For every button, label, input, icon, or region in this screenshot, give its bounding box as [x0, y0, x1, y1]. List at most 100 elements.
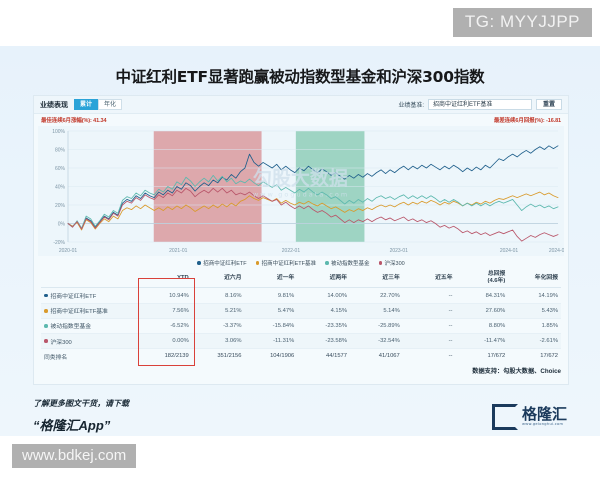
legend-item-3[interactable]: 沪深300 — [378, 259, 405, 267]
series-name-label: 被动指数型基金 — [50, 324, 92, 331]
gelonghui-brand-text: 格隆汇 — [521, 405, 567, 424]
table-cell: 5.14% — [350, 303, 403, 319]
performance-table: YTD 近六月 近一年 近两年 近三年 近五年 总回报 (4.6年) 年化回报 招商中证红利ET… — [41, 269, 561, 364]
table-cell: 0.00% — [139, 333, 192, 350]
table-cell: 9.81% — [244, 287, 298, 304]
legend-label: 招商中证红利ETF — [203, 261, 247, 267]
legend-item-2[interactable]: 被动指数型基金 — [325, 259, 370, 267]
table-cell: -11.47% — [455, 333, 509, 350]
gelonghui-logo-icon — [491, 404, 518, 430]
chart-legend: 招商中证红利ETF 招商中证红利ETF基准 被动指数型基金 沪深300 — [34, 259, 568, 267]
table-cell: -23.58% — [297, 333, 350, 350]
benchmark-select[interactable]: 招商中证红利ETF基准 — [427, 99, 532, 110]
legend-label: 被动指数型基金 — [331, 261, 370, 267]
reset-button[interactable]: 重置 — [535, 99, 562, 110]
footer-line-2: “格隆汇App” — [33, 418, 111, 433]
toolbar-label: 业绩表现 — [40, 101, 68, 109]
table-cell: -11.31% — [244, 333, 298, 350]
table-cell: -- — [402, 348, 456, 364]
table-cell: 17/672 — [455, 348, 509, 364]
table-cell: 4.15% — [297, 303, 350, 319]
gelonghui-brand-url: www.gelonghui.com — [521, 422, 564, 427]
series-dot-icon — [44, 309, 48, 313]
performance-table-wrap: YTD 近六月 近一年 近两年 近三年 近五年 总回报 (4.6年) 年化回报 招商中证红利ET… — [34, 269, 568, 367]
svg-text:2024-07: 2024-07 — [549, 248, 564, 254]
series-name-label: 同类排名 — [44, 354, 68, 361]
performance-panel: 业绩表现 累计 年化 业绩基准: 招商中证红利ETF基准 重置 最佳连续6月涨幅… — [33, 95, 569, 385]
table-cell: -32.54% — [350, 333, 403, 350]
period-mode-segmented[interactable]: 累计 年化 — [74, 99, 123, 110]
svg-text:2024-01: 2024-01 — [500, 248, 519, 254]
legend-dot-icon — [325, 261, 329, 265]
table-col-header-7: 总回报 (4.6年) — [455, 269, 509, 289]
legend-dot-icon — [378, 261, 383, 265]
table-cell: 14.00% — [297, 287, 350, 304]
svg-text:2023-01: 2023-01 — [390, 248, 409, 254]
series-dot-icon — [44, 339, 48, 343]
table-cell: 41/1067 — [350, 348, 403, 364]
svg-text:2022-01: 2022-01 — [282, 248, 301, 254]
series-name-cell: 沪深300 — [41, 333, 139, 350]
table-cell: 7.56% — [139, 303, 192, 319]
series-name-cell: 招商中证红利ETF基准 — [41, 303, 139, 319]
table-col-header-2: 近六月 — [191, 269, 245, 289]
svg-text:2021-01: 2021-01 — [169, 248, 188, 254]
table-cell: 8.16% — [191, 287, 245, 304]
gelonghui-brand: 格隆汇 www.gelonghui.com — [491, 404, 567, 430]
series-name-label: 招商中证红利ETF — [50, 294, 97, 301]
telegram-watermark: TG: MYYJJPP — [452, 8, 592, 37]
svg-text:0%: 0% — [58, 222, 66, 228]
svg-text:100%: 100% — [52, 129, 65, 135]
tab-annualized[interactable]: 年化 — [98, 99, 123, 110]
svg-text:20%: 20% — [55, 203, 66, 209]
table-cell: 104/1906 — [244, 348, 298, 364]
series-name-label: 沪深300 — [50, 339, 72, 346]
table-cell: 17/672 — [508, 348, 561, 364]
table-row: 沪深300 0.00% 3.06% -11.31% -23.58% -32.54% -- -1… — [41, 333, 561, 350]
table-cell: 84.31% — [455, 287, 509, 304]
table-body: 招商中证红利ETF 10.94% 8.16% 9.81% 14.00% 22.70% -- 8… — [41, 287, 561, 364]
legend-label: 沪深300 — [384, 261, 405, 267]
table-cell: -25.89% — [350, 318, 403, 335]
table-row: 招商中证红利ETF基准 7.56% 5.21% 5.47% 4.15% 5.14% -- 27… — [41, 303, 561, 319]
page-title: 中证红利ETF显著跑赢被动指数型基金和沪深300指数 — [115, 68, 485, 86]
worst-6month-metric: 最差连续6月回报(%): -16.81 — [493, 118, 561, 124]
svg-text:80%: 80% — [55, 148, 66, 154]
table-cell: 14.19% — [508, 287, 561, 304]
bdkej-watermark: www.bdkej.com — [12, 444, 137, 468]
table-cell: 5.21% — [191, 303, 245, 319]
table-cell: 27.60% — [455, 303, 509, 319]
gelonghui-brand-name: 格隆汇 www.gelonghui.com — [522, 407, 567, 427]
table-cell: -23.35% — [297, 318, 350, 335]
tab-cumulative[interactable]: 累计 — [74, 99, 99, 110]
svg-text:40%: 40% — [55, 185, 66, 191]
table-col-header-3: 近一年 — [244, 269, 298, 289]
table-row-rank: 同类排名 182/2139 351/2156 104/1906 44/1577 41/10… — [41, 348, 561, 364]
legend-dot-icon — [197, 261, 201, 265]
table-col-header-8: 年化回报 — [508, 269, 561, 289]
svg-text:2020-01: 2020-01 — [59, 248, 78, 254]
series-name-label: 招商中证红利ETF基准 — [50, 309, 108, 316]
table-cell: 8.80% — [455, 318, 509, 335]
legend-dot-icon — [255, 261, 260, 265]
table-cell: -3.37% — [191, 318, 245, 335]
legend-item-0[interactable]: 招商中证红利ETF — [197, 259, 247, 267]
series-dot-icon — [44, 324, 48, 328]
table-cell: 1.85% — [508, 318, 561, 335]
table-cell: 351/2156 — [191, 348, 245, 364]
report-card: 中证红利ETF显著跑赢被动指数型基金和沪深300指数 业绩表现 累计 年化 业绩… — [0, 46, 600, 456]
table-row: 招商中证红利ETF 10.94% 8.16% 9.81% 14.00% 22.70% -- 8… — [41, 287, 561, 304]
table-col-header-6: 近五年 — [402, 269, 456, 289]
table-col-header-5: 近三年 — [350, 269, 403, 289]
panel-toolbar: 业绩表现 累计 年化 业绩基准: 招商中证红利ETF基准 重置 — [34, 96, 568, 114]
performance-chart[interactable]: -20% 0% 20% 40% 60% 80% 100% 2020-01 2021-01 2022… — [38, 126, 564, 258]
legend-item-1[interactable]: 招商中证红利ETF基准 — [255, 259, 317, 267]
table-cell: -2.61% — [508, 333, 561, 350]
table-cell: -- — [402, 318, 456, 335]
series-name-cell: 招商中证红利ETF — [41, 287, 139, 304]
series-name-cell: 同类排名 — [41, 348, 139, 364]
legend-label: 招商中证红利ETF基准 — [261, 261, 317, 267]
data-source-note: 数据支持：勾股大数据、Choice — [472, 368, 561, 376]
table-cell: 10.94% — [139, 287, 192, 304]
table-row: 被动指数型基金 -6.52% -3.37% -15.84% -23.35% -25.89%… — [41, 318, 561, 335]
